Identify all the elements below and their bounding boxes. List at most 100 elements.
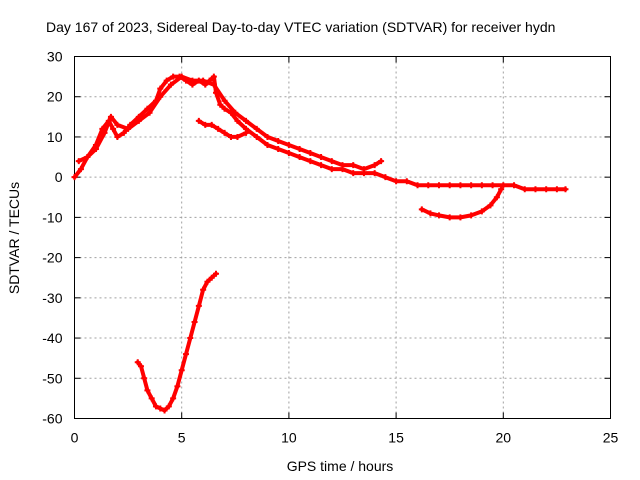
data-point <box>200 286 207 293</box>
data-point <box>339 162 346 169</box>
data-point <box>200 77 207 84</box>
data-point <box>202 121 209 128</box>
data-point <box>157 85 164 92</box>
data-point <box>178 73 185 80</box>
data-point <box>221 97 228 104</box>
data-point <box>307 158 314 165</box>
y-tick-label: -10 <box>42 209 62 225</box>
y-tick-label: -50 <box>42 370 62 386</box>
data-point <box>328 166 335 173</box>
y-tick-label: 10 <box>47 129 63 145</box>
data-point <box>195 302 202 309</box>
data-point <box>232 109 239 116</box>
data-point <box>296 146 303 153</box>
data-point <box>427 210 434 217</box>
data-point <box>487 202 494 209</box>
data-point <box>77 166 84 173</box>
data-point <box>446 182 453 189</box>
data-point <box>532 186 539 193</box>
data-point <box>285 150 292 157</box>
data-point <box>403 178 410 185</box>
x-tick-label: 0 <box>71 430 79 446</box>
y-axis-label: SDTVAR / TECUs <box>6 182 22 294</box>
data-point <box>500 182 507 189</box>
data-point <box>107 113 114 120</box>
data-point <box>195 117 202 124</box>
y-tick-label: 0 <box>55 169 63 185</box>
data-point <box>446 214 453 221</box>
data-point <box>84 154 91 161</box>
data-point <box>234 133 241 140</box>
x-tick-label: 25 <box>603 430 619 446</box>
data-point <box>228 133 235 140</box>
data-point <box>221 105 228 112</box>
data-point <box>521 186 528 193</box>
x-tick-label: 10 <box>281 430 297 446</box>
data-series <box>71 73 569 414</box>
data-point <box>71 174 78 181</box>
axis-ticks: 0 5 10 15 20 25 -60 -50 -40 -30 -20 -10 0 10 20 30 <box>42 49 618 446</box>
data-point <box>285 141 292 148</box>
y-tick-label: -40 <box>42 330 62 346</box>
data-point <box>350 162 357 169</box>
y-tick-label: -20 <box>42 250 62 266</box>
data-point <box>208 121 215 128</box>
data-point <box>141 375 148 382</box>
data-point <box>213 270 220 277</box>
data-point <box>125 125 132 132</box>
data-point <box>275 137 282 144</box>
data-point <box>435 212 442 219</box>
data-point <box>318 162 325 169</box>
data-point <box>167 81 174 88</box>
data-point <box>92 146 99 153</box>
data-point <box>425 182 432 189</box>
data-point <box>553 186 560 193</box>
data-point <box>253 133 260 140</box>
data-point <box>120 129 127 136</box>
data-point <box>101 129 108 136</box>
data-point <box>371 162 378 169</box>
series-line-2 <box>76 74 384 172</box>
data-point <box>148 395 155 402</box>
data-point <box>137 363 144 370</box>
data-point <box>296 154 303 161</box>
plot-frame <box>74 56 611 419</box>
data-point <box>135 117 142 124</box>
data-point <box>75 158 82 165</box>
data-point <box>208 274 215 281</box>
data-point <box>457 182 464 189</box>
data-point <box>146 109 153 116</box>
data-point <box>221 129 228 136</box>
data-point <box>307 150 314 157</box>
x-tick-label: 15 <box>388 430 404 446</box>
data-point <box>489 182 496 189</box>
data-point <box>170 395 177 402</box>
data-point <box>253 125 260 132</box>
data-point <box>478 182 485 189</box>
data-point <box>174 383 181 390</box>
data-point <box>562 186 569 193</box>
data-point <box>371 170 378 177</box>
data-point <box>498 186 505 193</box>
data-point <box>360 166 367 173</box>
x-tick-label: 20 <box>496 430 512 446</box>
data-point <box>264 133 271 140</box>
data-point <box>234 117 241 124</box>
data-point <box>393 178 400 185</box>
data-point <box>163 77 170 84</box>
data-point <box>114 121 121 128</box>
data-point <box>468 212 475 219</box>
data-point <box>418 206 425 213</box>
data-point <box>264 141 271 148</box>
y-tick-label: -30 <box>42 290 62 306</box>
data-point <box>243 117 250 124</box>
data-point <box>189 77 196 84</box>
data-point <box>382 174 389 181</box>
y-tick-label: -60 <box>42 411 62 427</box>
data-point <box>457 214 464 221</box>
data-point <box>204 278 211 285</box>
data-point <box>161 407 168 414</box>
x-axis-label: GPS time / hours <box>287 458 394 474</box>
data-point <box>110 125 117 132</box>
